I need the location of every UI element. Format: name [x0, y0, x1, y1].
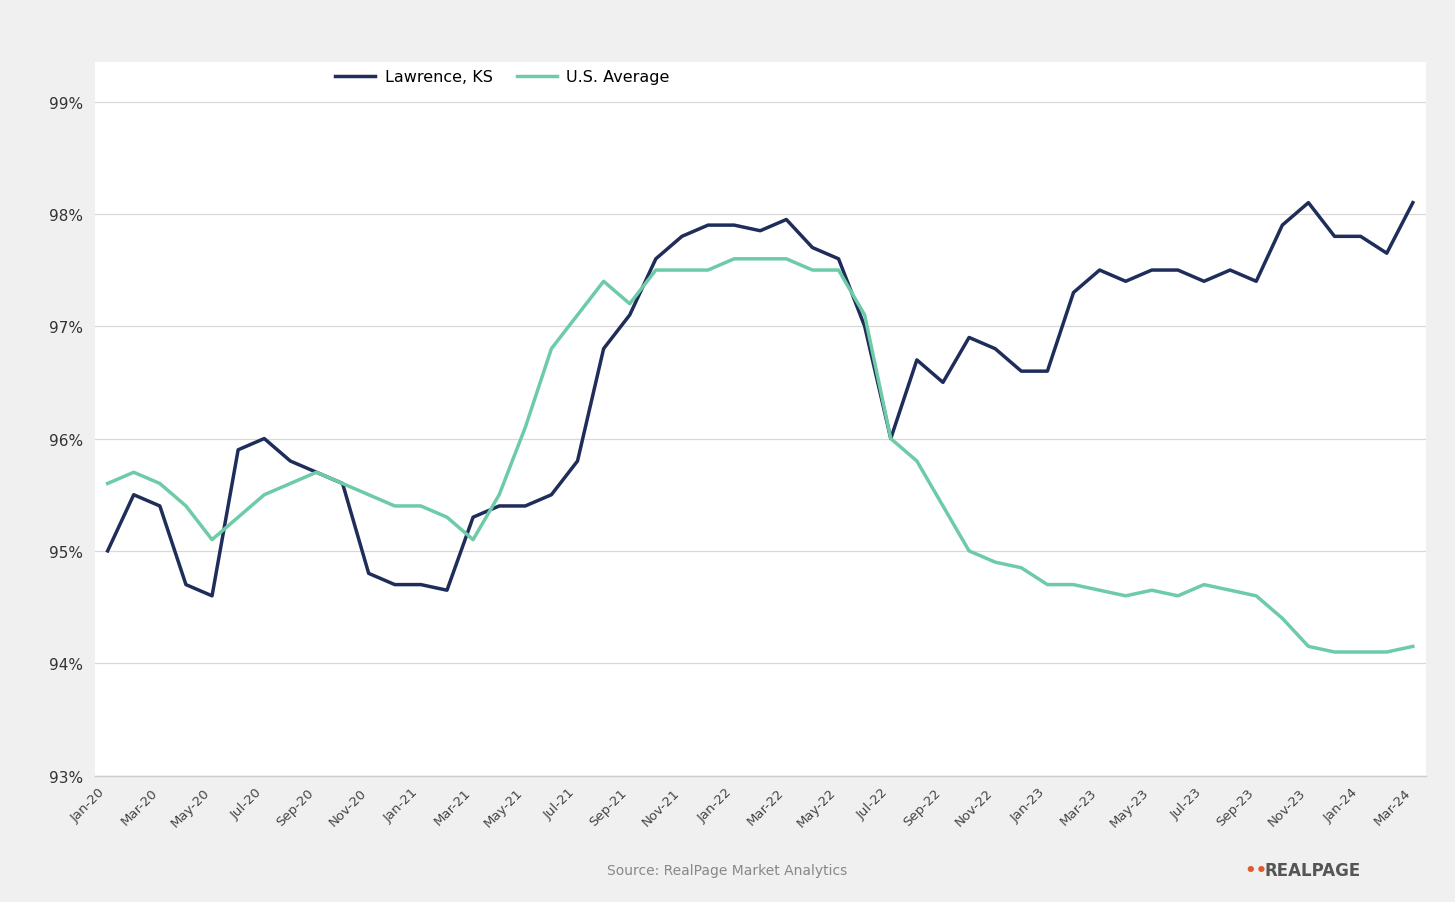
Text: Source: RealPage Market Analytics: Source: RealPage Market Analytics	[607, 863, 848, 877]
Text: ••: ••	[1244, 861, 1267, 879]
Text: REALPAGE: REALPAGE	[1264, 861, 1360, 879]
Legend: Lawrence, KS, U.S. Average: Lawrence, KS, U.S. Average	[329, 64, 677, 92]
